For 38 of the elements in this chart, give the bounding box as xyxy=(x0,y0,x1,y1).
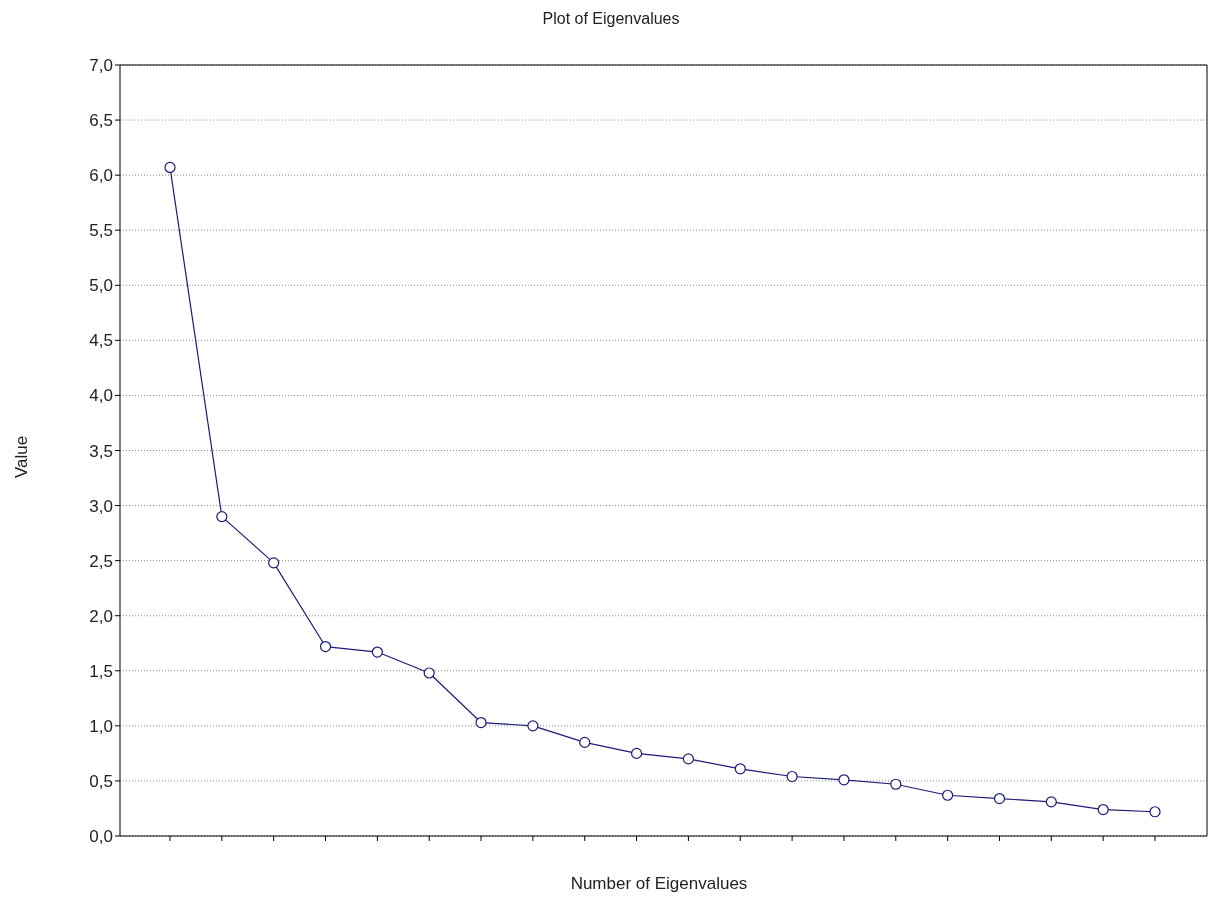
x-axis-title: Number of Eigenvalues xyxy=(569,874,749,894)
y-tick-label: 2,0 xyxy=(89,606,113,626)
point xyxy=(1149,806,1161,818)
point xyxy=(268,557,280,569)
point xyxy=(942,789,954,801)
y-tick-label: 5,5 xyxy=(89,221,113,241)
point xyxy=(890,778,902,790)
y-tick-label: 3,5 xyxy=(89,441,113,461)
chart-title: Plot of Eigenvalues xyxy=(541,10,681,28)
point xyxy=(319,640,332,653)
point xyxy=(216,510,228,523)
y-tick-label: 0,0 xyxy=(89,827,113,847)
y-tick-label: 5,0 xyxy=(89,276,113,296)
point xyxy=(734,763,746,775)
point xyxy=(423,667,435,679)
point xyxy=(630,747,643,759)
point xyxy=(993,792,1006,805)
y-tick-label: 4,5 xyxy=(89,331,113,351)
y-axis-title: Value xyxy=(12,434,32,478)
y-tick-label: 1,5 xyxy=(89,661,113,681)
y-tick-label: 6,5 xyxy=(89,111,113,131)
y-tick-label: 7,0 xyxy=(89,56,113,76)
point xyxy=(527,720,539,732)
point xyxy=(786,770,798,783)
point xyxy=(1097,803,1109,816)
point xyxy=(1045,796,1057,808)
point xyxy=(838,774,850,786)
point xyxy=(371,646,383,658)
y-tick-label: 2,5 xyxy=(89,551,113,571)
y-tick-label: 1,0 xyxy=(89,716,113,736)
y-tick-label: 4,0 xyxy=(89,386,113,406)
y-tick-label: 3,0 xyxy=(89,496,113,516)
point xyxy=(579,736,591,748)
point xyxy=(475,716,487,729)
y-tick-label: 6,0 xyxy=(89,166,113,186)
y-tick-label: 0,5 xyxy=(89,771,113,791)
point xyxy=(164,161,176,174)
point xyxy=(682,753,695,765)
